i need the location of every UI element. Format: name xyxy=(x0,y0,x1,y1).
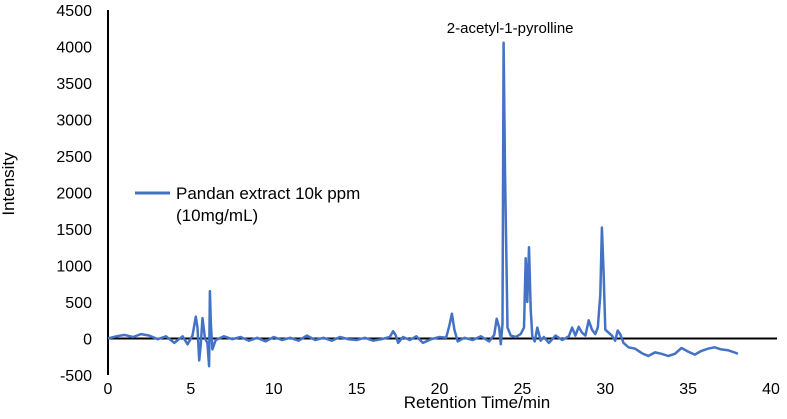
x-tick-label: 10 xyxy=(265,381,283,398)
y-tick-label: 2500 xyxy=(56,149,92,166)
peak-annotation: 2-acetyl-1-pyrolline xyxy=(447,20,574,37)
legend-label-line-2: (10mg/mL) xyxy=(176,206,258,225)
x-tick-label: 40 xyxy=(762,381,780,398)
y-tick-label: 3500 xyxy=(56,76,92,93)
x-tick-label: 20 xyxy=(431,381,449,398)
y-tick-label: 1500 xyxy=(56,222,92,239)
x-tick-label: 0 xyxy=(104,381,113,398)
legend: Pandan extract 10k ppm (10mg/mL) xyxy=(135,184,360,225)
y-tick-label: -500 xyxy=(60,368,92,385)
x-tick-label: 5 xyxy=(186,381,195,398)
y-tick-label: 2000 xyxy=(56,186,92,203)
x-axis-title: Retention Time/min xyxy=(404,393,550,412)
x-tick-label: 25 xyxy=(513,381,531,398)
x-tick-label: 30 xyxy=(596,381,614,398)
series-line xyxy=(107,41,739,368)
ticks-layer: -500 0 500 1000 1500 2000 2500 3000 3500 4000 4500… xyxy=(56,3,780,398)
y-tick-label: 4500 xyxy=(56,3,92,20)
y-tick-label: 0 xyxy=(83,332,92,349)
x-tick-label: 15 xyxy=(348,381,366,398)
legend-label-line-1: Pandan extract 10k ppm xyxy=(176,184,360,203)
y-tick-label: 3000 xyxy=(56,113,92,130)
y-tick-label: 1000 xyxy=(56,259,92,276)
y-axis-title: Intensity xyxy=(0,152,18,216)
y-tick-label: 4000 xyxy=(56,40,92,57)
x-tick-label: 35 xyxy=(679,381,697,398)
y-tick-label: 500 xyxy=(65,295,92,312)
series-layer xyxy=(107,41,739,368)
